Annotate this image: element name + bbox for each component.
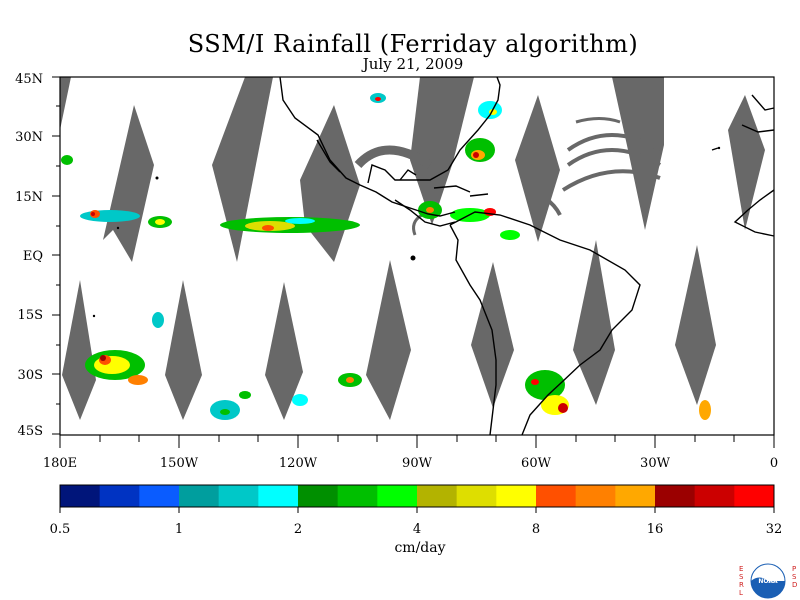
colorbar [59,484,775,513]
lon-label-0: 0 [769,456,779,471]
lat-label-45n: 45N [15,72,43,87]
south-america-coast [449,211,641,436]
colorbar-tick-label: 8 [531,522,541,537]
axis-ticks [52,76,775,448]
lon-label-60w: 60W [521,456,551,471]
lon-label-90w: 90W [402,456,432,471]
colorbar-cell [258,485,299,507]
logo-letter-e: E [739,565,743,573]
colorbar-cell [615,485,656,507]
europe-nw [751,94,775,111]
africa-west-coast [733,189,775,237]
coastlines [279,76,775,436]
logo-letter-l: L [739,589,743,597]
iberia-coast [741,124,775,133]
colorbar-cell [536,485,577,507]
lon-label-180e: 180E [42,456,78,471]
cuba-island [433,185,471,193]
colorbar-cell [496,485,537,507]
swath-arcs [354,117,662,236]
colorbar-cell [337,485,378,507]
colorbar-cell [655,485,696,507]
colorbar-cell [734,485,775,507]
colorbar-cell [218,485,259,507]
noaa-esrl-psd-logo: E S R L P S D NOAA [739,563,797,599]
swath-gaps [60,77,765,420]
lon-label-150w: 150W [159,456,199,471]
colorbar-cell [139,485,180,507]
lat-label-15s: 15S [17,308,43,323]
colorbar-cell [99,485,140,507]
chart-title: SSM/I Rainfall (Ferriday algorithm) [187,30,639,58]
lat-label-eq: EQ [22,249,43,264]
logo-letter-s2: S [792,573,797,581]
lat-label-15n: 15N [15,190,43,205]
noaa-seal-text: NOAA [758,578,778,585]
colorbar-tick-label: 32 [765,522,783,537]
itcz-band-west [80,210,140,222]
colorbar-cell [694,485,735,507]
colorbar-cell [377,485,418,507]
precipitation-patches [61,93,711,420]
lat-label-30n: 30N [15,130,43,145]
colorbar-tick-label: 0.5 [49,522,71,537]
colorbar-tick-label: 4 [412,522,422,537]
colorbar-cell [456,485,497,507]
central-america-isthmus [394,199,456,227]
colorbar-tick-label: 16 [646,522,664,537]
logo-letter-r: R [739,581,744,589]
lon-label-30w: 30W [640,456,670,471]
logo-letter-s: S [739,573,744,581]
hispaniola-island [469,193,489,197]
chart-subtitle: July 21, 2009 [362,55,464,73]
colorbar-cell [179,485,220,507]
colorbar-tick-label: 1 [174,522,184,537]
canary-island [711,147,719,151]
baja-california [316,139,341,173]
logo-letter-p: P [792,565,796,573]
colorbar-unit-label: cm/day [394,540,446,556]
small-islands [92,146,721,318]
colorbar-cell [575,485,616,507]
lat-label-30s: 30S [17,368,43,383]
yucatan [399,169,417,181]
colorbar-cell [60,485,101,507]
colorbar-cell [417,485,458,507]
logo-letter-d: D [792,581,797,589]
lon-label-120w: 120W [278,456,318,471]
colorbar-cell [298,485,339,507]
lat-label-45s: 45S [17,424,43,439]
north-america-coast [279,76,501,217]
colorbar-tick-label: 2 [293,522,303,537]
